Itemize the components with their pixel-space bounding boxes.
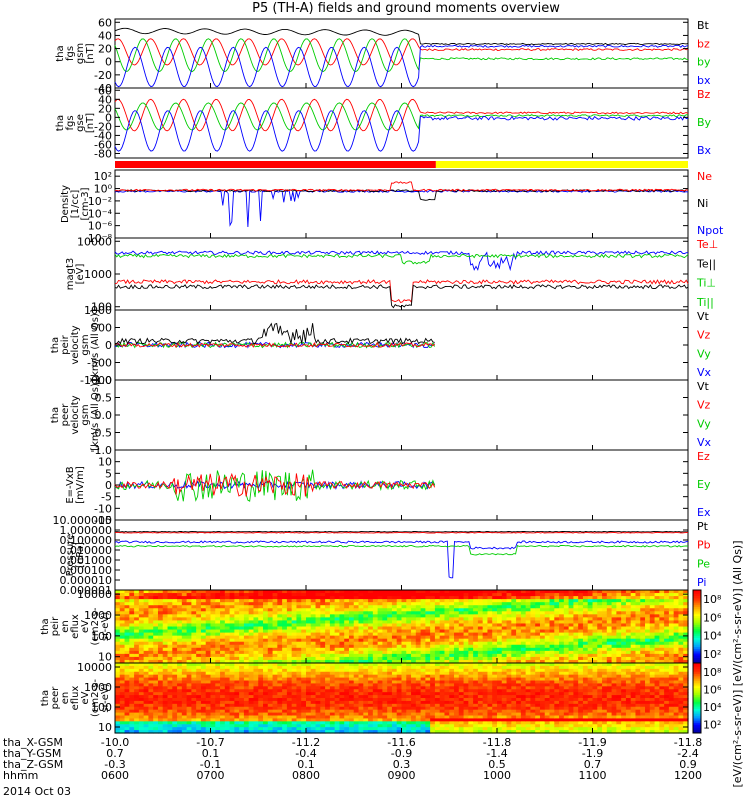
legend-entry: Pe xyxy=(697,557,710,570)
legend-entry: Pt xyxy=(697,520,709,533)
legend-entry: Ti|| xyxy=(696,296,714,309)
y-tick-label: 10⁻⁶ xyxy=(88,220,113,233)
y-axis-label: [nPa] xyxy=(75,542,86,568)
y-axis-label: [eV] xyxy=(75,264,86,285)
legend-entry: Ez xyxy=(697,450,710,463)
series-line-temperature xyxy=(115,285,688,308)
legend-entry: Vy xyxy=(697,347,711,360)
series-line-peir-velocity xyxy=(115,323,435,343)
legend-entry: bz xyxy=(697,37,710,50)
legend-entry: bx xyxy=(697,74,711,87)
y-axis-label: [km/s (All Qs)] xyxy=(90,379,101,451)
legend-entry: Ex xyxy=(697,506,711,519)
legend-entry: Bz xyxy=(697,88,711,101)
y-tick-label: 0 xyxy=(105,339,112,352)
legend-entry: Vz xyxy=(697,399,711,412)
series-line-temperature xyxy=(115,254,688,264)
y-tick-label: 10² xyxy=(94,170,112,183)
legend-entry: Vx xyxy=(697,436,712,449)
plot-title: P5 (TH-A) fields and ground moments over… xyxy=(252,1,560,16)
y-axis-label: sr-eV) xyxy=(100,612,111,641)
y-axis-label: [nT] xyxy=(85,113,96,133)
y-axis-label: [nT] xyxy=(85,43,96,63)
y-tick-label: 40 xyxy=(98,29,112,42)
legend-entry: Vx xyxy=(697,366,712,379)
legend-entry: Ti⊥ xyxy=(696,277,716,290)
legend-entry: Vt xyxy=(697,380,710,393)
legend-entry: Pi xyxy=(697,576,706,589)
legend-entry: Bx xyxy=(697,144,712,157)
panel-frame-peer-velocity xyxy=(115,380,688,450)
legend-entry: by xyxy=(697,56,711,69)
series-line-pressure xyxy=(115,533,688,534)
y-tick-label: -20 xyxy=(94,69,112,82)
y-tick-label: 10000 xyxy=(77,235,112,248)
y-tick-label: 20 xyxy=(98,43,112,56)
legend-entry: Te|| xyxy=(696,257,716,270)
legend-entry: Bt xyxy=(697,19,710,32)
y-tick-label: 60 xyxy=(98,16,112,29)
mode-bar-segment xyxy=(115,161,436,168)
series-line-temperature xyxy=(115,280,688,303)
series-line-pressure xyxy=(115,546,688,556)
y-axis-label: [cm-3] xyxy=(80,187,91,220)
series-line-density xyxy=(115,190,688,227)
y-tick-label: 10⁻⁴ xyxy=(88,207,113,220)
y-tick-label: 0 xyxy=(105,56,112,69)
legend-entry: Vy xyxy=(697,417,711,430)
y-tick-label: -80 xyxy=(94,147,112,160)
series-line-fgs-gse xyxy=(115,103,688,130)
y-axis-label: [mV/m] xyxy=(75,466,86,504)
series-line-pressure xyxy=(115,532,688,533)
panel-frame-temperature xyxy=(115,238,688,310)
legend-entry: Npot xyxy=(697,224,724,237)
legend-entry: Te⊥ xyxy=(696,238,718,251)
legend-entry: By xyxy=(697,116,712,129)
legend-entry: Ey xyxy=(697,478,711,491)
spectrogram xyxy=(115,590,689,664)
mode-bar-segment xyxy=(436,161,688,168)
spectrogram xyxy=(115,663,689,734)
panel-frame-pressure xyxy=(115,520,688,590)
legend-entry: Pb xyxy=(697,539,711,552)
y-tick-label: 10⁻² xyxy=(88,195,112,208)
series-line-fgs-gse xyxy=(115,111,688,152)
series-line-density xyxy=(115,182,688,191)
y-axis-label: [km/s (All Qs)] xyxy=(90,309,101,381)
legend-entry: Vz xyxy=(697,329,711,342)
legend-entry: Vt xyxy=(697,310,710,323)
panel-frame-density xyxy=(115,170,688,238)
y-tick-label: 1000 xyxy=(84,268,112,281)
date-label: 2014 Oct 03 xyxy=(3,785,71,798)
legend-entry: Ne xyxy=(697,170,712,183)
y-tick-label: 10⁰ xyxy=(94,183,113,196)
legend-entry: Ni xyxy=(697,197,708,210)
y-tick-label: 10000 xyxy=(77,588,112,601)
